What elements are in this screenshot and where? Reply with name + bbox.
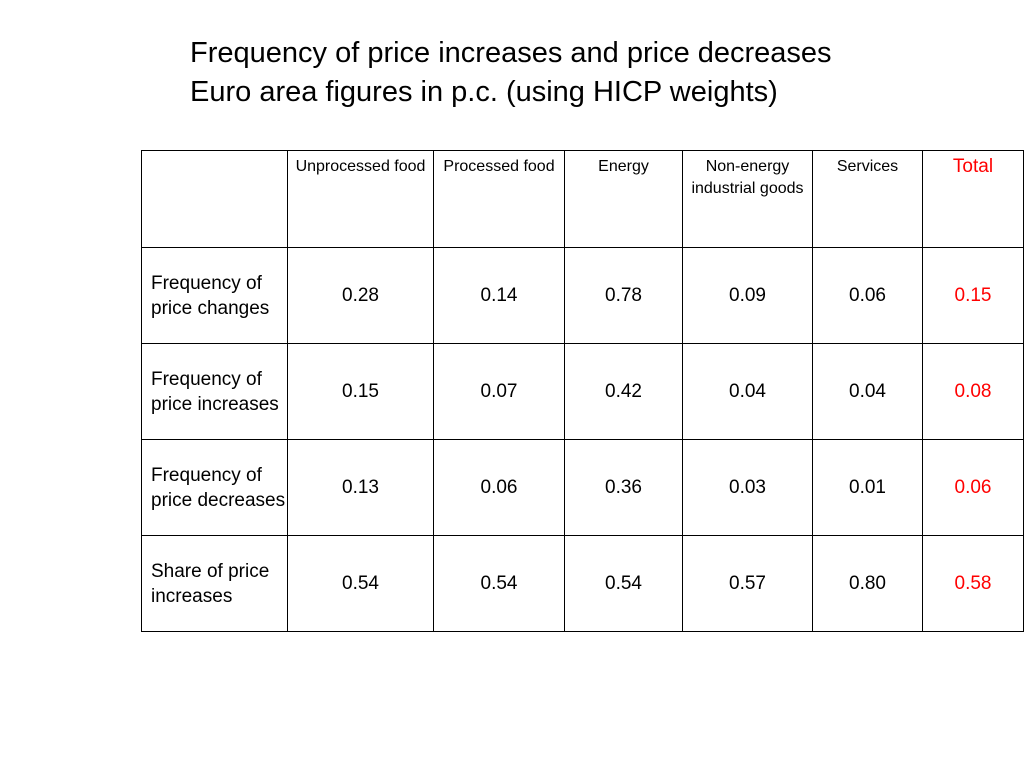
- total-cell: 0.58: [922, 535, 1024, 632]
- table-cell: 0.03: [682, 439, 813, 536]
- column-header-non-energy-industrial-goods: Non-energy industrial goods: [682, 150, 813, 248]
- table-cell: 0.54: [433, 535, 565, 632]
- table-cell: 0.15: [287, 343, 434, 440]
- column-header-processed-food: Processed food: [433, 150, 565, 248]
- column-header-services: Services: [812, 150, 923, 248]
- table-cell: 0.13: [287, 439, 434, 536]
- table-cell: 0.06: [433, 439, 565, 536]
- row-header-frequency-of-price-changes: Frequency of price changes: [141, 247, 288, 344]
- column-header-energy: Energy: [564, 150, 683, 248]
- table-header-row: Unprocessed food Processed food Energy N…: [141, 150, 1024, 248]
- table-cell: 0.01: [812, 439, 923, 536]
- column-header-unprocessed-food: Unprocessed food: [287, 150, 434, 248]
- row-header-frequency-of-price-increases: Frequency of price increases: [141, 343, 288, 440]
- table-cell: 0.57: [682, 535, 813, 632]
- table-cell: 0.28: [287, 247, 434, 344]
- table-cell: 0.36: [564, 439, 683, 536]
- table-cell: 0.04: [812, 343, 923, 440]
- row-header-share-of-price-increases: Share of price increases: [141, 535, 288, 632]
- table-cell: 0.54: [564, 535, 683, 632]
- row-header-frequency-of-price-decreases: Frequency of price decreases: [141, 439, 288, 536]
- table-cell: 0.80: [812, 535, 923, 632]
- title-line-2: Euro area figures in p.c. (using HICP we…: [190, 76, 778, 108]
- total-cell: 0.15: [922, 247, 1024, 344]
- table-corner-cell: [141, 150, 288, 248]
- table-cell: 0.78: [564, 247, 683, 344]
- table-cell: 0.54: [287, 535, 434, 632]
- table-cell: 0.14: [433, 247, 565, 344]
- table-cell: 0.42: [564, 343, 683, 440]
- table-cell: 0.04: [682, 343, 813, 440]
- page-title: Frequency of price increases and price d…: [190, 34, 832, 112]
- price-frequency-table: Unprocessed food Processed food Energy N…: [141, 150, 1024, 632]
- total-cell: 0.08: [922, 343, 1024, 440]
- title-line-1: Frequency of price increases and price d…: [190, 37, 832, 69]
- table-cell: 0.07: [433, 343, 565, 440]
- table-row: Frequency of price increases 0.15 0.07 0…: [141, 343, 1024, 440]
- column-header-total: Total: [922, 150, 1024, 248]
- table-row: Share of price increases 0.54 0.54 0.54 …: [141, 535, 1024, 632]
- total-cell: 0.06: [922, 439, 1024, 536]
- table-cell: 0.09: [682, 247, 813, 344]
- table-row: Frequency of price changes 0.28 0.14 0.7…: [141, 247, 1024, 344]
- table-cell: 0.06: [812, 247, 923, 344]
- table-row: Frequency of price decreases 0.13 0.06 0…: [141, 439, 1024, 536]
